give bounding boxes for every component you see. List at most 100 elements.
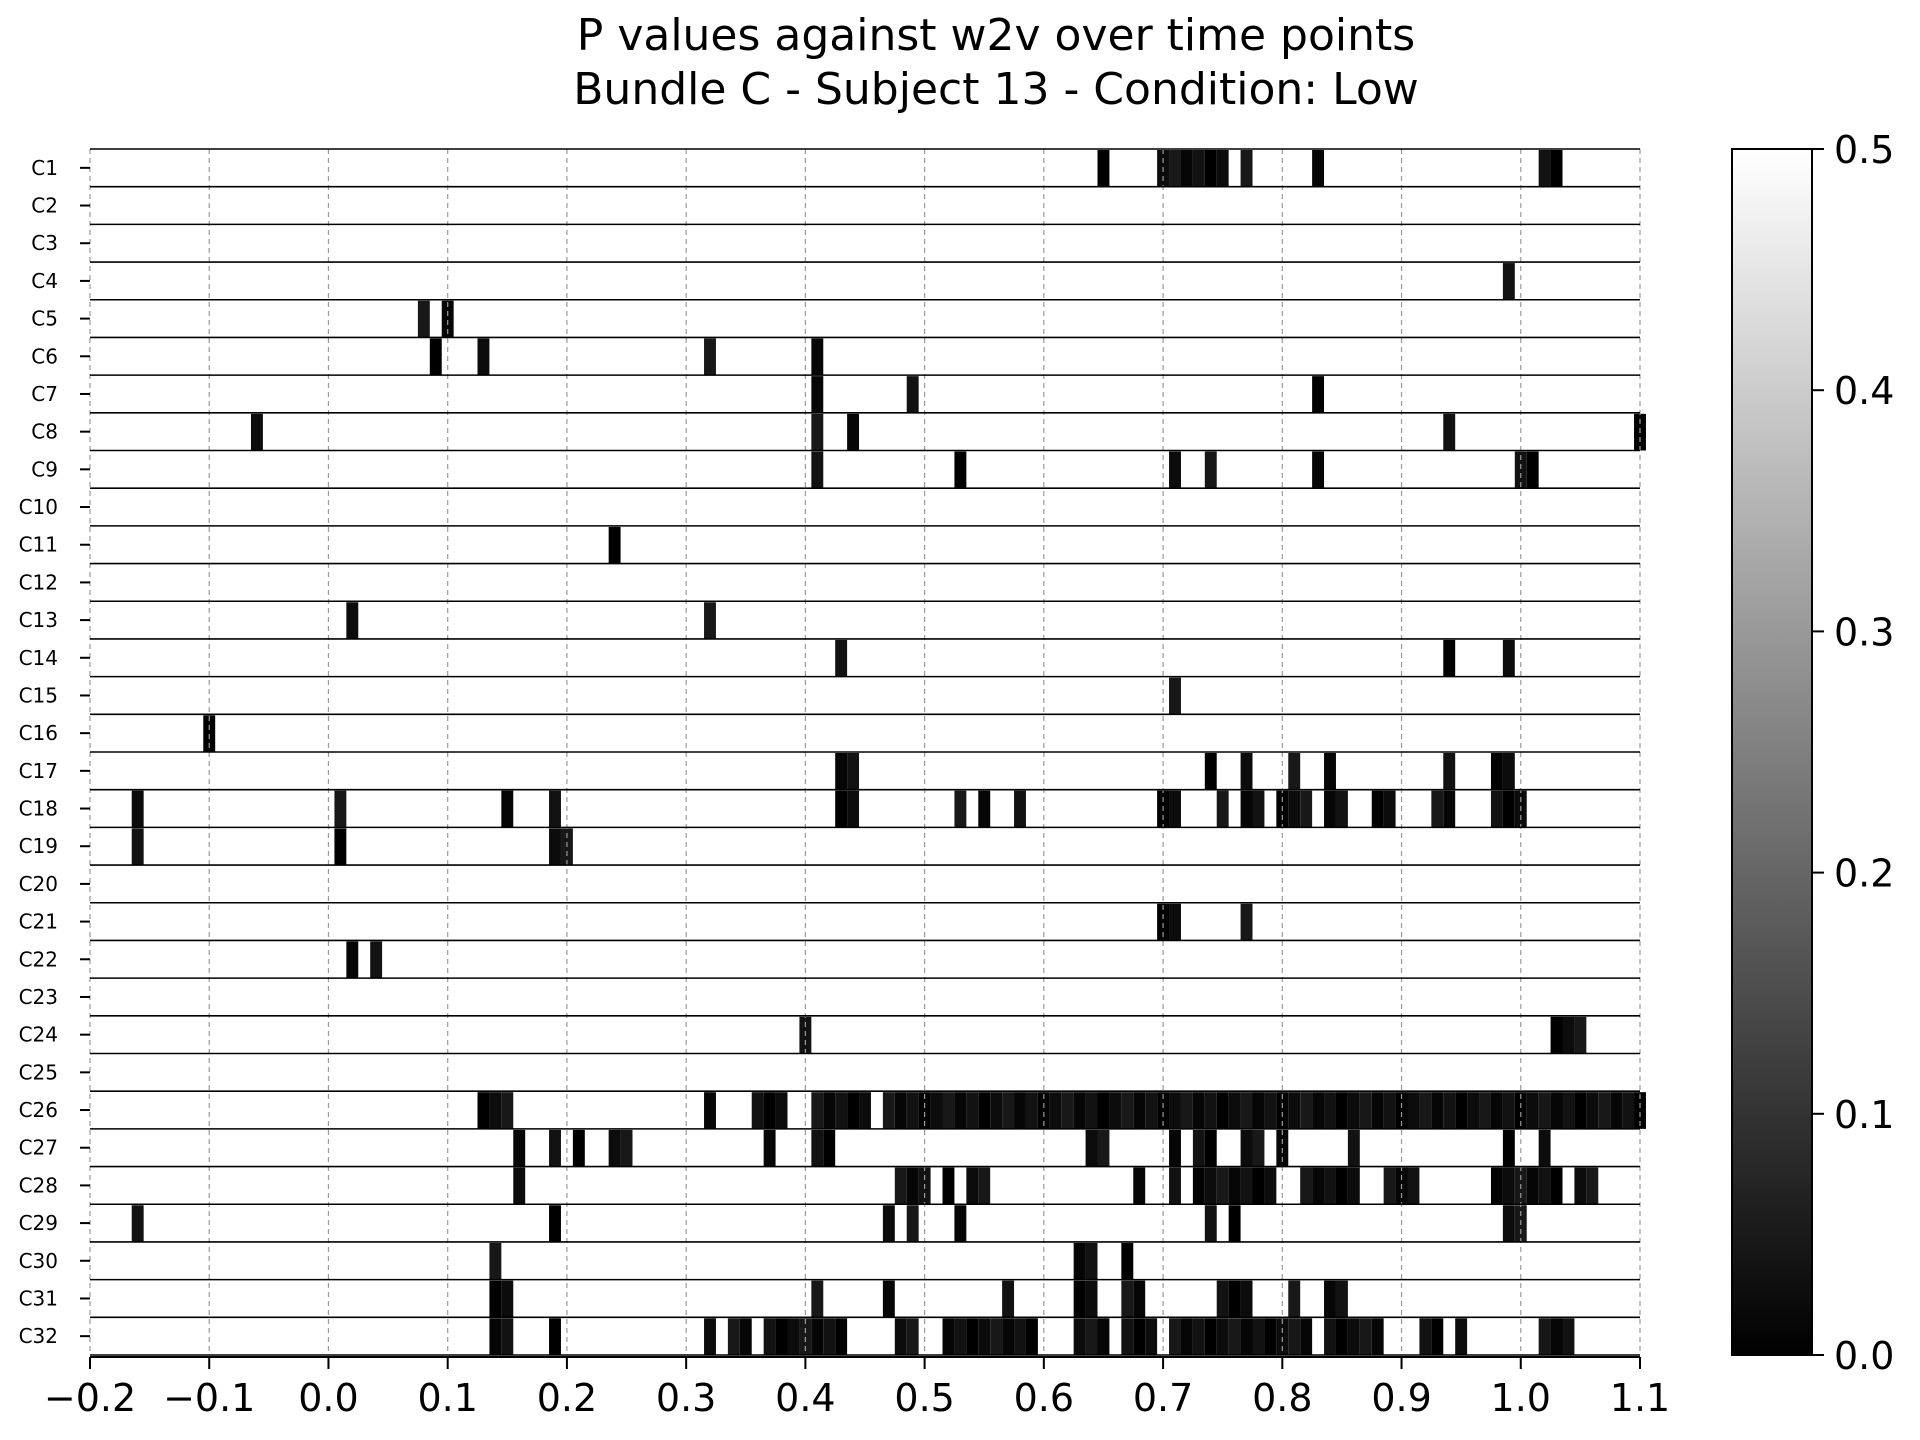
- heatmap-cell: [1180, 1318, 1193, 1355]
- y-tick-label: C11: [19, 533, 58, 557]
- y-tick-label: C24: [19, 1023, 58, 1047]
- x-tick-label: 1.1: [1610, 1376, 1670, 1420]
- heatmap-cell: [727, 1318, 740, 1355]
- heatmap-cell: [1288, 1280, 1301, 1318]
- y-tick-label: C9: [31, 457, 58, 481]
- heatmap-cell: [1192, 150, 1205, 187]
- heatmap-cell: [1288, 1318, 1301, 1355]
- heatmap-cell: [1312, 150, 1325, 187]
- heatmap-cell: [477, 1092, 490, 1129]
- heatmap-cell: [1598, 1092, 1611, 1129]
- heatmap-cell: [1216, 790, 1229, 828]
- heatmap-cell: [918, 1092, 931, 1129]
- heatmap-cell: [1419, 1318, 1432, 1355]
- heatmap-cell: [990, 1092, 1003, 1129]
- heatmap-cell: [1550, 1016, 1563, 1054]
- heatmap-cell: [1502, 1205, 1515, 1242]
- y-tick-label: C28: [19, 1173, 58, 1197]
- y-tick-label: C21: [19, 910, 58, 934]
- heatmap-cell: [823, 1318, 836, 1355]
- heatmap-cell: [847, 413, 860, 451]
- heatmap-cell: [811, 1092, 824, 1129]
- heatmap-cell: [1204, 1205, 1217, 1242]
- heatmap-cell: [1514, 1092, 1527, 1129]
- heatmap-cell: [1490, 1167, 1503, 1205]
- heatmap-cell: [1455, 1318, 1468, 1355]
- heatmap-cell: [1502, 790, 1515, 828]
- y-tick-label: C7: [31, 382, 58, 406]
- heatmap-cell: [704, 338, 716, 376]
- heatmap-cell: [1383, 1167, 1396, 1205]
- heatmap-cell: [549, 1129, 561, 1167]
- x-tick-label: 0.2: [537, 1376, 597, 1420]
- heatmap-cell: [763, 1129, 776, 1167]
- colorbar-tick-label: 0.4: [1834, 369, 1894, 413]
- heatmap-cell: [1204, 1318, 1217, 1355]
- colorbar-tick-label: 0.3: [1834, 610, 1894, 654]
- y-tick-label: C13: [19, 608, 58, 632]
- heatmap-cell: [1169, 1167, 1181, 1205]
- heatmap-cell: [417, 300, 430, 338]
- heatmap-cell: [1085, 1092, 1098, 1129]
- heatmap-cell: [1252, 1092, 1265, 1129]
- heatmap-cell: [1169, 1092, 1181, 1129]
- heatmap-cell: [549, 1318, 561, 1355]
- heatmap-cell: [1586, 1167, 1599, 1205]
- heatmap-cell: [704, 1318, 716, 1355]
- heatmap-cell: [1228, 1205, 1241, 1242]
- heatmap-cell: [1407, 1167, 1420, 1205]
- heatmap-cell: [1204, 1092, 1217, 1129]
- heatmap-cell: [978, 1318, 991, 1355]
- y-tick-label: C22: [19, 947, 58, 971]
- heatmap-cell: [131, 790, 144, 828]
- heatmap-cell: [882, 1280, 895, 1318]
- heatmap-cell: [1324, 1167, 1336, 1205]
- heatmap-cell: [1192, 1167, 1205, 1205]
- heatmap-cell: [1085, 1280, 1098, 1318]
- heatmap-cell: [1276, 1092, 1289, 1129]
- heatmap-cell: [1634, 1092, 1646, 1129]
- heatmap-cell: [906, 376, 919, 413]
- y-tick-label: C4: [31, 269, 58, 293]
- heatmap-cell: [1228, 1318, 1241, 1355]
- heatmap-cell: [1431, 1092, 1444, 1129]
- heatmap-cell: [1025, 1092, 1038, 1129]
- x-tick-label: 0.0: [298, 1376, 358, 1420]
- heatmap-cell: [1371, 790, 1384, 828]
- heatmap-cell: [954, 451, 967, 489]
- heatmap-cell: [1538, 1129, 1551, 1167]
- heatmap-cell: [1300, 1092, 1313, 1129]
- heatmap-cell: [1324, 790, 1336, 828]
- heatmap-cell: [1276, 1318, 1289, 1355]
- heatmap-cell: [1335, 1280, 1348, 1318]
- heatmap-cell: [1383, 1092, 1396, 1129]
- heatmap-cell: [978, 790, 991, 828]
- heatmap-cell: [1204, 1167, 1217, 1205]
- heatmap-cell: [1169, 790, 1181, 828]
- heatmap-cell: [1264, 1092, 1277, 1129]
- colorbar-tick-label: 0.0: [1834, 1334, 1894, 1378]
- heatmap-cell: [1025, 1318, 1038, 1355]
- heatmap-cell: [1538, 150, 1551, 187]
- heatmap-cell: [1240, 753, 1253, 790]
- heatmap-cell: [835, 790, 848, 828]
- heatmap-cell: [1133, 1167, 1146, 1205]
- x-tick-label: 0.3: [656, 1376, 716, 1420]
- heatmap-cell: [835, 639, 848, 677]
- heatmap-cell: [1300, 1318, 1313, 1355]
- y-tick-label: C23: [19, 985, 58, 1009]
- heatmap-cell: [847, 790, 860, 828]
- heatmap-cell: [1240, 903, 1253, 941]
- heatmap-cell: [1443, 413, 1456, 451]
- heatmap-cell: [906, 1167, 919, 1205]
- heatmap-cell: [823, 1092, 836, 1129]
- heatmap-cell: [1371, 1318, 1384, 1355]
- colorbar-tick-label: 0.2: [1834, 852, 1894, 896]
- heatmap-cell: [489, 1280, 502, 1318]
- heatmap-cell: [1252, 1318, 1265, 1355]
- heatmap-cell: [1443, 753, 1456, 790]
- heatmap-cell: [1610, 1092, 1623, 1129]
- heatmap-cell: [1335, 1167, 1348, 1205]
- heatmap-cell: [549, 790, 561, 828]
- colorbar-gradient: [1731, 148, 1813, 1356]
